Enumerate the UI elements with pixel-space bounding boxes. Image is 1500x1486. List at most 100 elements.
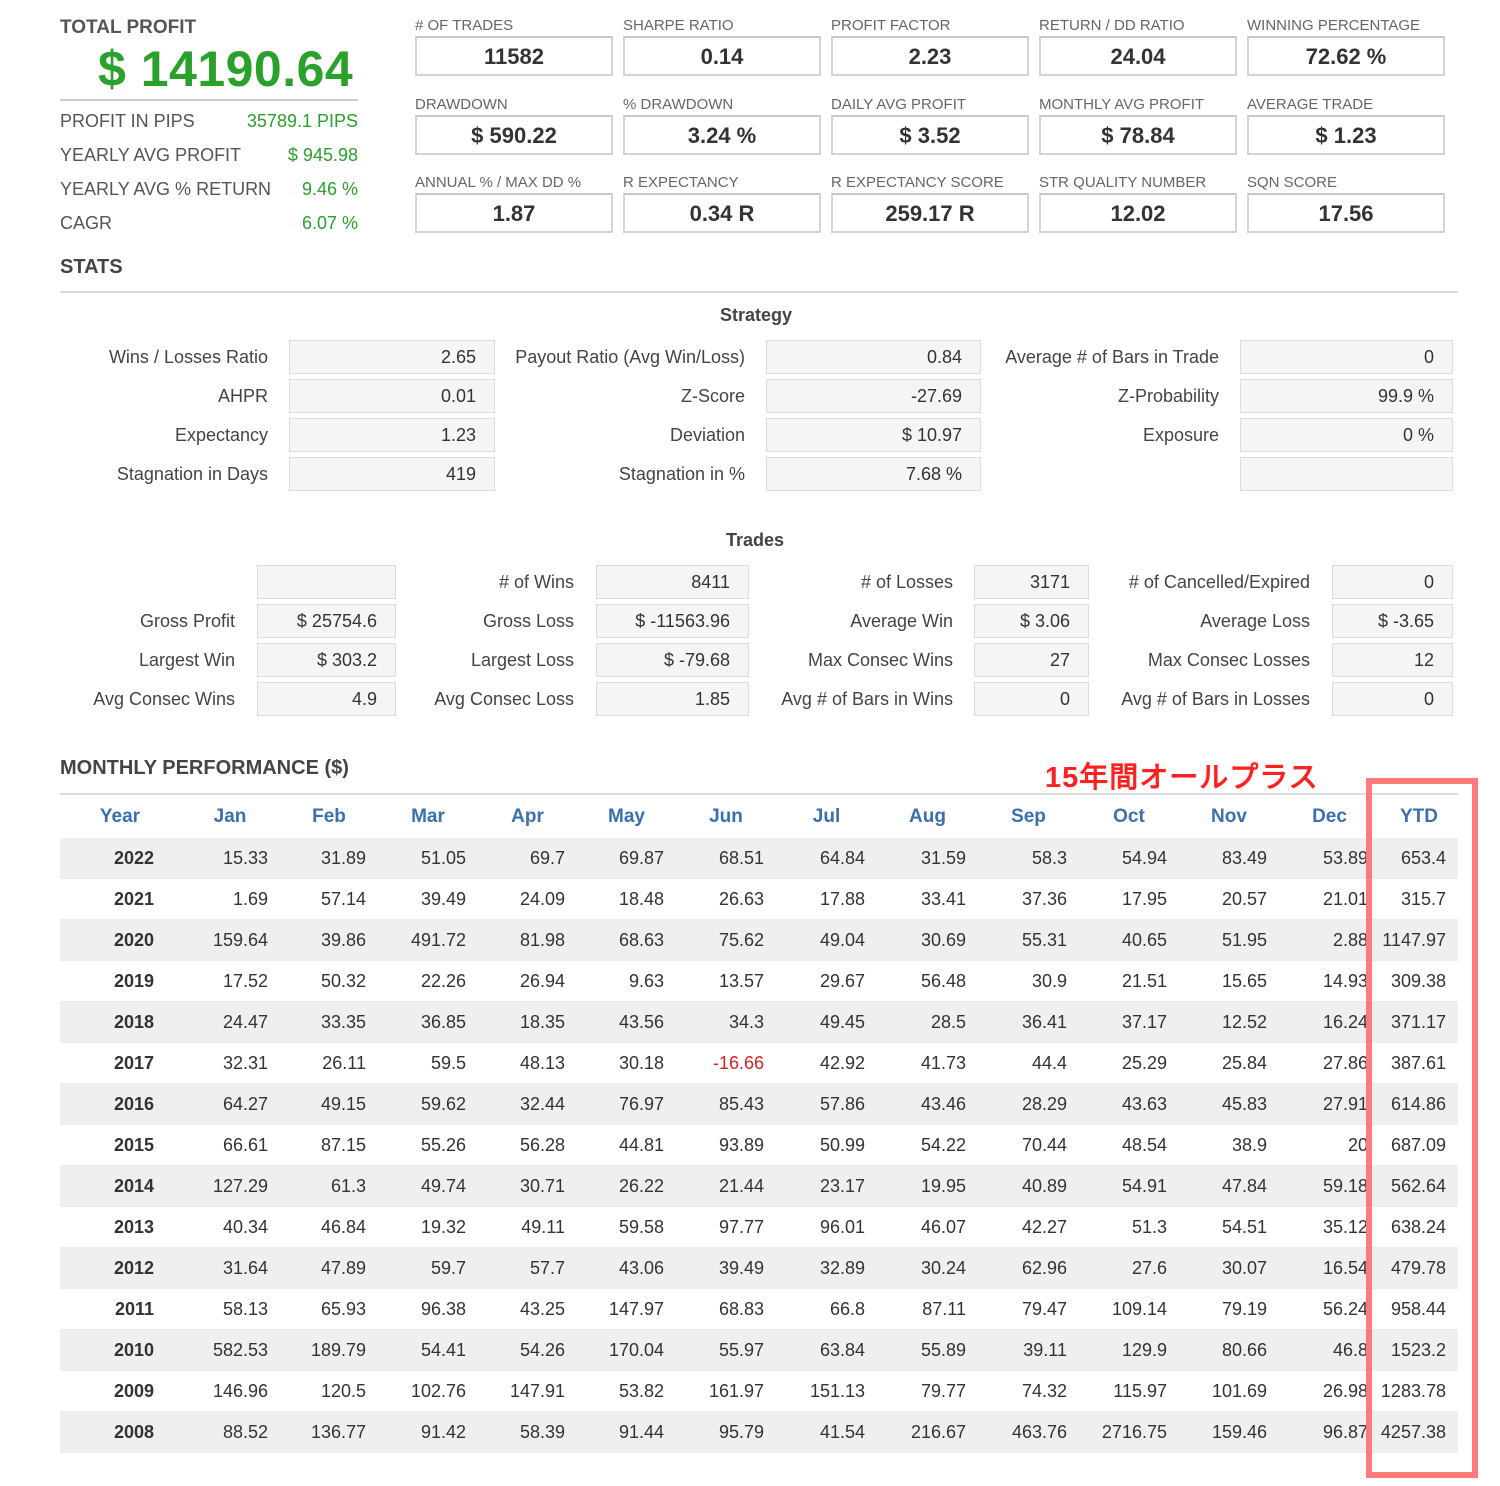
- table-row: 2011 58.13 65.93 96.38 43.25 147.97 68.83 66.8 8…: [60, 1288, 1458, 1330]
- column-header-feb[interactable]: Feb: [312, 806, 346, 827]
- metric-value: 259.17 R: [831, 193, 1029, 233]
- strategy-label: Z-Probability: [1117, 386, 1219, 406]
- column-header-may[interactable]: May: [608, 806, 645, 827]
- column-header-apr[interactable]: Apr: [511, 806, 544, 827]
- summary-divider: [60, 99, 358, 101]
- month-cell: 85.43: [676, 1083, 776, 1125]
- table-row: 2013 40.34 46.84 19.32 49.11 59.58 97.77 96.01 4…: [60, 1206, 1458, 1248]
- trades-value: $ -11563.96: [596, 604, 749, 638]
- month-cell: 159.46: [1179, 1411, 1279, 1453]
- strategy-value: 0 %: [1240, 418, 1453, 452]
- month-cell: 21.01: [1279, 878, 1380, 920]
- year-cell: 2010: [60, 1329, 180, 1371]
- trades-value: $ -79.68: [596, 643, 749, 677]
- month-cell: 2716.75: [1079, 1411, 1179, 1453]
- month-cell: 58.39: [478, 1411, 577, 1453]
- column-header-ytd[interactable]: YTD: [1400, 806, 1438, 827]
- month-cell: 59.7: [378, 1247, 478, 1289]
- table-row: 2019 17.52 50.32 22.26 26.94 9.63 13.57 29.67 56…: [60, 960, 1458, 1002]
- month-cell: 55.26: [378, 1124, 478, 1166]
- trades-value: 0: [974, 682, 1089, 716]
- metric-label: SHARPE RATIO: [623, 17, 734, 34]
- year-cell: 2019: [60, 960, 180, 1002]
- trades-label: Avg # of Bars in Wins: [781, 689, 953, 709]
- month-cell: 30.69: [877, 919, 978, 961]
- month-cell: 50.99: [776, 1124, 877, 1166]
- month-cell: 83.49: [1179, 837, 1279, 879]
- month-cell: 115.97: [1079, 1370, 1179, 1412]
- strategy-value: 0.01: [289, 379, 495, 413]
- table-row: 2014 127.29 61.3 49.74 30.71 26.22 21.44 23.17 1…: [60, 1165, 1458, 1207]
- month-cell: 9.63: [577, 960, 676, 1002]
- metric-winning-percentage: WINNING PERCENTAGE 72.62 %: [1247, 17, 1445, 76]
- trades-value: 8411: [596, 565, 749, 599]
- month-cell: 95.79: [676, 1411, 776, 1453]
- ytd-cell: 1523.2: [1380, 1329, 1458, 1371]
- month-cell: 31.64: [180, 1247, 280, 1289]
- month-cell: 50.32: [280, 960, 378, 1002]
- table-row: 2010 582.53 189.79 54.41 54.26 170.04 55.97 63.…: [60, 1329, 1458, 1371]
- month-cell: 17.88: [776, 878, 877, 920]
- month-cell: 68.51: [676, 837, 776, 879]
- year-cell: 2009: [60, 1370, 180, 1412]
- monthly-divider: [60, 793, 1458, 795]
- month-cell: 87.11: [877, 1288, 978, 1330]
- stats-title: STATS: [60, 256, 123, 278]
- month-cell: 42.27: [978, 1206, 1079, 1248]
- month-cell: 46.07: [877, 1206, 978, 1248]
- table-row: 2016 64.27 49.15 59.62 32.44 76.97 85.43 57.86 4…: [60, 1083, 1458, 1125]
- trades-value: $ 303.2: [257, 643, 396, 677]
- month-cell: 96.87: [1279, 1411, 1380, 1453]
- column-header-sep[interactable]: Sep: [1011, 806, 1046, 827]
- month-cell: 36.41: [978, 1001, 1079, 1043]
- metric-label: STR QUALITY NUMBER: [1039, 174, 1207, 191]
- total-profit-value: $ 14190.64: [98, 41, 354, 97]
- month-cell: 56.28: [478, 1124, 577, 1166]
- trades-label: Largest Loss: [470, 650, 574, 670]
- metric-value: 24.04: [1039, 36, 1237, 76]
- metric-sharpe-ratio: SHARPE RATIO 0.14: [623, 17, 821, 76]
- metric-r-expectancy: R EXPECTANCY 0.34 R: [623, 174, 821, 233]
- ytd-cell: 479.78: [1380, 1247, 1458, 1289]
- month-cell: 40.89: [978, 1165, 1079, 1207]
- month-cell: 491.72: [378, 919, 478, 961]
- month-cell: 40.34: [180, 1206, 280, 1248]
- month-cell: 51.95: [1179, 919, 1279, 961]
- month-cell: 30.24: [877, 1247, 978, 1289]
- column-header-year[interactable]: Year: [99, 806, 141, 827]
- column-header-mar[interactable]: Mar: [411, 806, 445, 827]
- month-cell: 102.76: [378, 1370, 478, 1412]
- column-header-jun[interactable]: Jun: [709, 806, 743, 827]
- month-cell: 40.65: [1079, 919, 1179, 961]
- strategy-label: Exposure: [1142, 425, 1219, 445]
- month-cell: 64.84: [776, 837, 877, 879]
- column-header-jan[interactable]: Jan: [213, 806, 247, 827]
- year-cell: 2011: [60, 1288, 180, 1330]
- trades-label: Largest Win: [138, 650, 235, 670]
- strategy-label: Wins / Losses Ratio: [108, 347, 268, 367]
- month-cell: 61.3: [280, 1165, 378, 1207]
- month-cell: 49.45: [776, 1001, 877, 1043]
- year-cell: 2012: [60, 1247, 180, 1289]
- month-cell: 66.61: [180, 1124, 280, 1166]
- summary-row-pips: PROFIT IN PIPS 35789.1 PIPS: [60, 111, 358, 135]
- trades-label: Average Loss: [1200, 611, 1310, 631]
- column-header-aug[interactable]: Aug: [909, 806, 946, 827]
- month-cell: 17.52: [180, 960, 280, 1002]
- column-header-oct[interactable]: Oct: [1113, 806, 1145, 827]
- month-cell: 32.31: [180, 1042, 280, 1084]
- month-cell: 19.95: [877, 1165, 978, 1207]
- month-cell: 69.87: [577, 837, 676, 879]
- table-row: 2018 24.47 33.35 36.85 18.35 43.56 34.3 49.45 28…: [60, 1001, 1458, 1043]
- column-header-nov[interactable]: Nov: [1211, 806, 1247, 827]
- month-cell: 54.91: [1079, 1165, 1179, 1207]
- column-header-jul[interactable]: Jul: [812, 806, 841, 827]
- trades-title: Trades: [726, 530, 785, 550]
- ytd-cell: 687.09: [1380, 1124, 1458, 1166]
- month-cell: 51.3: [1079, 1206, 1179, 1248]
- column-header-dec[interactable]: Dec: [1312, 806, 1347, 827]
- summary-label: PROFIT IN PIPS: [60, 111, 195, 131]
- month-cell: 49.11: [478, 1206, 577, 1248]
- metric-value: 11582: [415, 36, 613, 76]
- strategy-value-empty: [1240, 457, 1453, 491]
